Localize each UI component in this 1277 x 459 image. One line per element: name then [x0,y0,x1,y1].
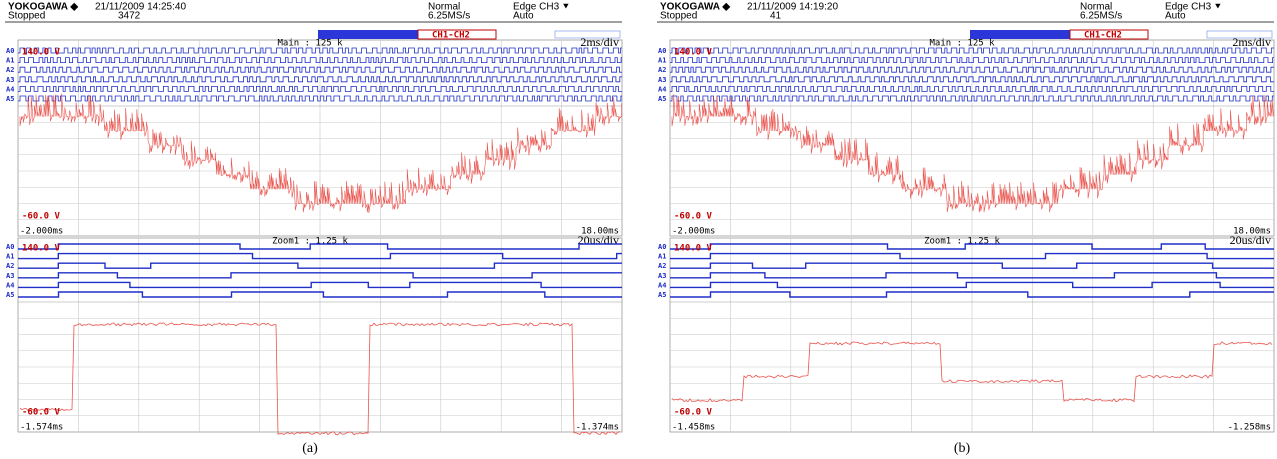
zoom-label: Main : 125 k [277,39,343,49]
channel-label: A4 [658,281,666,289]
channel-label: A2 [6,262,14,270]
v-bottom: -60.0 V [674,212,713,222]
v-bottom: -60.0 V [22,408,61,418]
channel-label: A0 [6,243,14,251]
channel-label: A2 [6,66,14,74]
t-end: -1.258ms [1228,423,1271,433]
sample-rate: 6.25MS/s [428,11,470,22]
status: Stopped [660,11,697,22]
timebase: 2ms/div [1232,35,1271,49]
channel-label: A1 [6,253,14,261]
status: Stopped [8,11,45,22]
trigger-mode: Auto [1165,11,1186,22]
channel-label: A3 [6,76,14,84]
v-top: 140.0 V [674,244,713,254]
t-start: -1.458ms [672,423,715,433]
v-bottom: -60.0 V [674,408,713,418]
channel-label: A0 [6,47,14,55]
channel-label: A2 [658,66,666,74]
timebase: 2ms/div [580,35,619,49]
channel-label: A5 [6,291,14,299]
channel-label: A1 [658,253,666,261]
v-bottom: -60.0 V [22,212,61,222]
channel-label: A5 [6,95,14,103]
datetime: 21/11/2009 14:19:20 [747,2,838,13]
channel-label: A0 [658,243,666,251]
digital-trace [18,48,622,53]
channel-label: A2 [658,262,666,270]
datetime: 21/11/2009 14:25:40 [95,2,186,13]
acq-count: 41 [770,11,782,22]
channel-label: A5 [658,95,666,103]
digital-trace [670,96,1274,101]
channel-label: A4 [6,281,14,289]
caption: (a) [302,441,318,456]
channel-label: A3 [658,76,666,84]
channel-label: A5 [658,291,666,299]
v-top: 140.0 V [674,48,713,58]
sample-rate: 6.25MS/s [1080,11,1122,22]
zoom-label: Zoom1 : 1.25 k [924,237,1000,247]
timebase: 20us/div [1230,233,1271,247]
channel-label: A1 [6,57,14,65]
v-top: 140.0 V [22,244,61,254]
zoom-label: Main : 125 k [929,39,995,49]
figure: YOKOGAWA ◆Stopped21/11/2009 14:25:403472… [0,0,1277,459]
t-start: -2.000ms [672,227,715,237]
trigger-mode: Auto [513,11,534,22]
channel-label: A3 [6,272,14,280]
math-label: CH1-CH2 [432,31,470,41]
channel-label: A4 [658,85,666,93]
t-start: -1.574ms [20,423,63,433]
t-start: -2.000ms [20,227,63,237]
acq-count: 3472 [118,11,141,22]
channel-label: A3 [658,272,666,280]
channel-label: A4 [6,85,14,93]
v-top: 140.0 V [22,48,61,58]
channel-label: A0 [658,47,666,55]
math-label: CH1-CH2 [1084,31,1122,41]
t-end: -1.374ms [576,423,619,433]
caption: (b) [954,441,971,456]
channel-label: A1 [658,57,666,65]
